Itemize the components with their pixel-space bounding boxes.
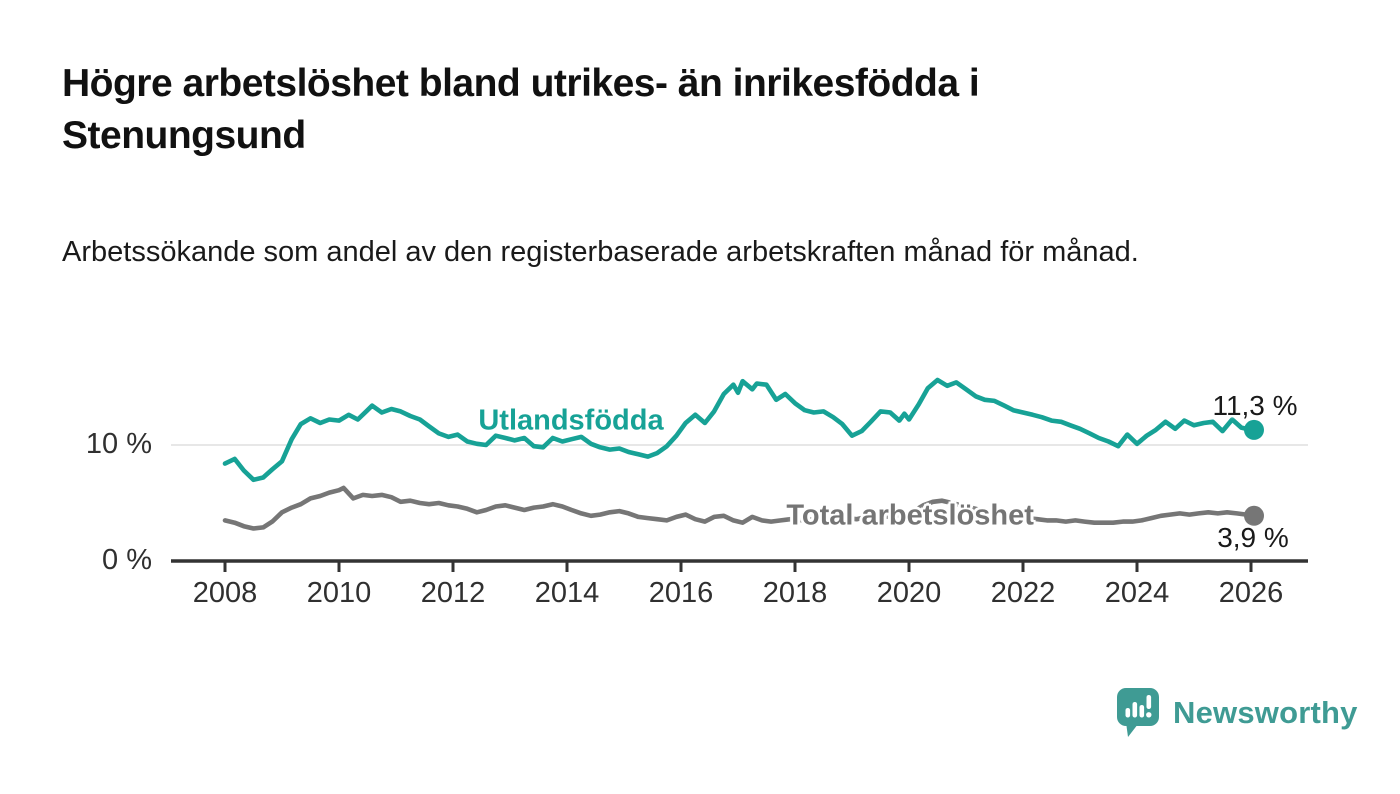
x-tick-label: 2024 <box>1104 577 1170 609</box>
x-tick-label: 2020 <box>876 577 942 609</box>
x-tick-label: 2016 <box>648 577 714 609</box>
newsworthy-logo-icon <box>1117 688 1159 737</box>
x-tick-label: 2018 <box>762 577 828 609</box>
chart-subtitle: Arbetssökande som andel av den registerb… <box>62 236 1139 268</box>
end-value-utlandsfodda: 11,3 % <box>1212 389 1298 421</box>
series-label-utlandsfodda: Utlandsfödda <box>478 404 664 437</box>
x-tick-label: 2014 <box>534 577 600 609</box>
series-label-total-arbetsloshet: Total arbetslöshet <box>786 499 1034 532</box>
x-tick-label: 2012 <box>420 577 486 609</box>
end-value-total-arbetsloshet: 3,9 % <box>1217 521 1289 553</box>
brand-footer: Newsworthy <box>1116 686 1358 740</box>
x-tick-label: 2022 <box>990 577 1056 609</box>
brand-name: Newsworthy <box>1173 695 1358 730</box>
x-tick-label: 2026 <box>1218 577 1284 609</box>
y-tick-label: 0 % <box>102 543 152 576</box>
x-tick-label: 2010 <box>306 577 372 609</box>
y-tick-label: 10 % <box>85 427 152 460</box>
chart-title: Högre arbetslöshet bland utrikes- än inr… <box>62 62 980 157</box>
x-tick-label: 2008 <box>192 577 258 609</box>
